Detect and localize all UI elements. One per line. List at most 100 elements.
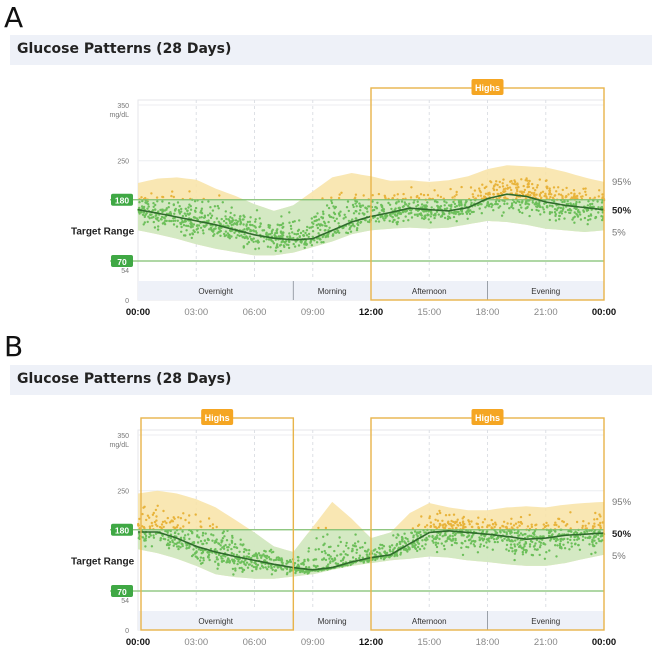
reading-dot [478, 187, 481, 190]
reading-dot [388, 203, 392, 206]
reading-dot [237, 558, 240, 561]
reading-dot [593, 525, 596, 528]
reading-dot [145, 518, 148, 522]
reading-dot [440, 542, 443, 545]
reading-dot [172, 544, 175, 547]
reading-dot [535, 538, 539, 542]
period-label: Evening [531, 287, 560, 296]
reading-dot [433, 525, 436, 528]
reading-dot [412, 534, 415, 537]
reading-dot [434, 212, 437, 216]
reading-dot [469, 209, 472, 212]
reading-dot [538, 200, 541, 204]
reading-dot [290, 569, 293, 572]
reading-dot [303, 558, 306, 562]
reading-dot [573, 206, 576, 210]
reading-dot [312, 564, 316, 567]
reading-dot [452, 200, 455, 204]
reading-dot [239, 215, 242, 218]
reading-dot [391, 216, 394, 219]
reading-dot [420, 214, 423, 217]
reading-dot [555, 537, 558, 540]
reading-dot [222, 547, 226, 550]
reading-dot [292, 242, 295, 246]
y-tick-label: 180 [115, 196, 129, 206]
reading-dot [364, 218, 367, 222]
reading-dot [208, 524, 212, 528]
reading-dot [527, 183, 530, 186]
reading-dot [339, 210, 342, 213]
reading-dot [188, 545, 191, 548]
reading-dot [141, 512, 144, 516]
x-tick-label: 00:00 [126, 637, 150, 648]
reading-dot [285, 567, 289, 571]
p5-label: 5% [612, 551, 626, 562]
reading-dot [288, 221, 291, 224]
reading-dot [179, 222, 182, 225]
reading-dot [566, 523, 569, 526]
reading-dot [241, 236, 244, 239]
reading-dot [398, 206, 401, 209]
reading-dot [280, 560, 284, 564]
reading-dot [594, 535, 597, 538]
reading-dot [403, 201, 406, 204]
reading-dot [586, 204, 590, 207]
reading-dot [599, 515, 602, 518]
reading-dot [387, 555, 390, 558]
reading-dot [421, 539, 424, 542]
reading-dot [384, 216, 387, 220]
reading-dot [510, 205, 513, 208]
reading-dot [517, 521, 520, 524]
reading-dot [173, 542, 176, 545]
reading-dot [213, 205, 217, 208]
reading-dot [545, 195, 548, 199]
reading-dot [359, 204, 362, 207]
x-tick-label: 15:00 [417, 637, 441, 648]
reading-dot [209, 228, 213, 231]
reading-dot [329, 561, 332, 564]
reading-dot [254, 218, 257, 221]
reading-dot [320, 241, 323, 244]
reading-dot [510, 188, 513, 192]
reading-dot [336, 563, 339, 566]
reading-dot [577, 543, 580, 547]
reading-dot [483, 518, 487, 521]
reading-dot [479, 538, 482, 541]
reading-dot [582, 210, 586, 213]
reading-dot [543, 211, 546, 214]
reading-dot [492, 192, 495, 196]
reading-dot [516, 543, 519, 546]
period-label: Evening [531, 617, 560, 626]
reading-dot [199, 226, 203, 229]
p50-label: 50% [612, 206, 632, 217]
reading-dot [565, 186, 568, 190]
reading-dot [530, 208, 534, 212]
reading-dot [523, 545, 526, 548]
reading-dot [307, 547, 311, 550]
reading-dot [548, 191, 551, 194]
reading-dot [327, 206, 331, 210]
reading-dot [265, 233, 268, 236]
reading-dot [407, 212, 411, 215]
reading-dot [187, 206, 190, 209]
reading-dot [581, 535, 585, 538]
reading-dot [182, 234, 186, 237]
reading-dot [138, 534, 141, 538]
reading-dot [512, 524, 516, 527]
reading-dot [274, 249, 277, 252]
reading-dot [247, 227, 250, 230]
reading-dot [531, 554, 535, 557]
reading-dot [528, 543, 532, 546]
reading-dot [425, 205, 428, 208]
reading-dot [266, 568, 269, 571]
reading-dot [520, 178, 523, 181]
reading-dot [485, 185, 488, 188]
reading-dot [597, 211, 600, 214]
reading-dot [381, 543, 384, 547]
reading-dot [597, 206, 600, 209]
reading-dot [194, 206, 198, 210]
reading-dot [402, 192, 405, 196]
reading-dot [190, 236, 193, 240]
reading-dot [183, 212, 186, 215]
reading-dot [339, 540, 342, 544]
